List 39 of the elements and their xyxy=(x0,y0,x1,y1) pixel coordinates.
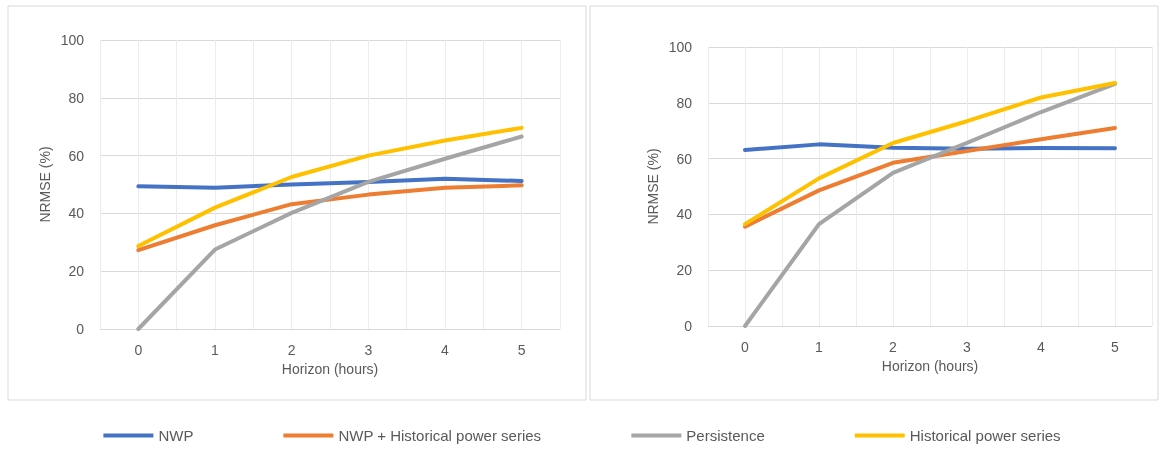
y-axis-title: NRMSE (%) xyxy=(645,148,661,225)
x-tick-label: 3 xyxy=(364,342,373,358)
legend-label: Historical power series xyxy=(909,427,1061,444)
x-tick-label: 0 xyxy=(741,339,750,355)
line-series xyxy=(136,134,524,331)
legend-label: NWP xyxy=(158,427,194,444)
x-tick-label: 5 xyxy=(1111,339,1120,355)
x-tick-label: 1 xyxy=(815,339,824,355)
x-axis-title: Horizon (hours) xyxy=(881,357,979,374)
y-axis-title: NRMSE (%) xyxy=(37,146,53,223)
y-tick-label: 0 xyxy=(684,318,693,334)
x-tick-label: 2 xyxy=(287,342,296,358)
x-tick-label: 4 xyxy=(441,342,450,358)
legend-label: NWP + Historical power series xyxy=(338,427,542,444)
y-tick-label: 100 xyxy=(668,39,693,55)
line-series xyxy=(743,80,1117,227)
y-tick-label: 40 xyxy=(676,206,693,223)
line-series xyxy=(136,183,524,253)
y-tick-label: 20 xyxy=(676,262,693,279)
y-tick-label: 40 xyxy=(68,205,85,222)
line-series xyxy=(136,125,524,249)
y-tick-label: 100 xyxy=(60,32,85,48)
x-tick-label: 2 xyxy=(889,339,898,355)
line-series xyxy=(136,176,524,190)
x-tick-label: 0 xyxy=(134,342,143,358)
y-tick-label: 60 xyxy=(676,150,693,167)
y-tick-label: 60 xyxy=(68,147,85,164)
y-tick-label: 0 xyxy=(76,321,85,337)
legend-label: Persistence xyxy=(686,427,765,444)
line-series xyxy=(743,81,1117,328)
line-series xyxy=(743,125,1117,229)
y-tick-label: 20 xyxy=(68,263,85,280)
x-tick-label: 4 xyxy=(1037,339,1046,355)
x-axis-title: Horizon (hours) xyxy=(281,360,379,377)
x-tick-label: 5 xyxy=(517,342,526,358)
y-tick-label: 80 xyxy=(68,89,85,106)
y-tick-label: 80 xyxy=(676,94,693,111)
x-tick-label: 1 xyxy=(211,342,220,358)
x-tick-label: 3 xyxy=(963,339,972,355)
